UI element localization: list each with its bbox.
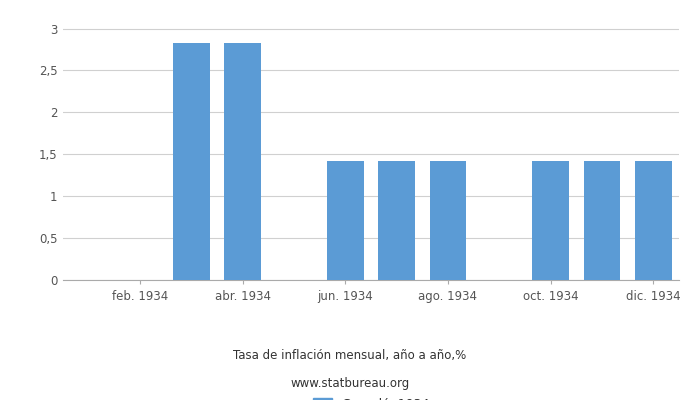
Text: Tasa de inflación mensual, año a año,%: Tasa de inflación mensual, año a año,% (233, 350, 467, 362)
Bar (173, 43, 210, 280)
Text: www.statbureau.org: www.statbureau.org (290, 378, 410, 390)
Legend: Canadá, 1934: Canadá, 1934 (313, 398, 429, 400)
Bar (378, 161, 415, 280)
Bar (327, 161, 364, 280)
Bar (224, 43, 261, 280)
Bar (532, 161, 569, 280)
Bar (584, 161, 620, 280)
Bar (430, 161, 466, 280)
Bar (635, 161, 672, 280)
